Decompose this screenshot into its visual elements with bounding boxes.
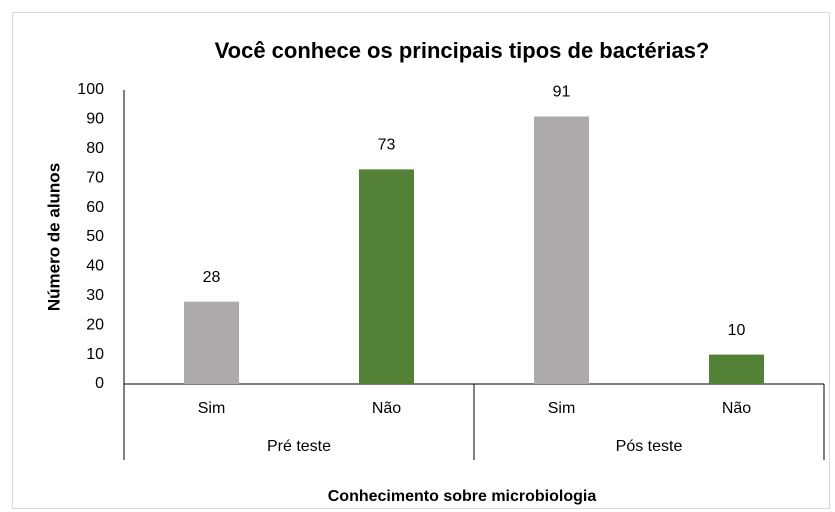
chart-title: Você conhece os principais tipos de bact… <box>215 38 710 63</box>
x-tick-label: Não <box>722 400 751 417</box>
data-label: 28 <box>203 269 221 286</box>
x-tick-label: Sim <box>198 400 226 417</box>
group-label: Pós teste <box>616 438 683 455</box>
chart-border <box>12 12 830 509</box>
y-tick-label: 90 <box>86 111 104 128</box>
y-tick-label: 10 <box>86 346 104 363</box>
group-label: Pré teste <box>267 438 331 455</box>
y-tick-label: 40 <box>86 258 104 275</box>
bar <box>359 169 414 384</box>
y-tick-label: 60 <box>86 199 104 216</box>
x-tick-label: Não <box>372 400 401 417</box>
data-label: 10 <box>728 322 746 339</box>
bar <box>184 301 239 384</box>
y-tick-label: 80 <box>86 140 104 157</box>
y-tick-label: 50 <box>86 228 104 245</box>
y-axis-title: Número de alunos <box>44 163 63 311</box>
bar <box>534 116 589 385</box>
data-label: 91 <box>553 84 571 101</box>
y-tick-label: 30 <box>86 287 104 304</box>
y-tick-label: 70 <box>86 169 104 186</box>
data-label: 73 <box>378 137 396 154</box>
y-tick-label: 0 <box>95 375 104 392</box>
x-tick-label: Sim <box>548 400 576 417</box>
x-axis-title: Conhecimento sobre microbiologia <box>328 488 597 505</box>
y-tick-label: 100 <box>77 81 104 98</box>
y-tick-label: 20 <box>86 316 104 333</box>
bar <box>709 354 764 384</box>
